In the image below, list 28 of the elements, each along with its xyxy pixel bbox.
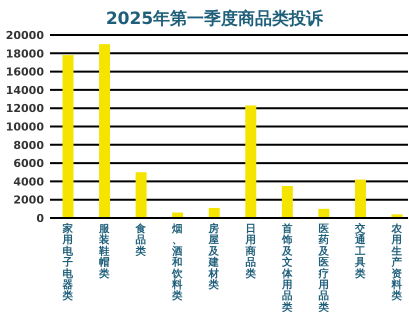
chart-title: 2025年第一季度商品类投诉 bbox=[106, 9, 324, 29]
x-tick-label: 交通工具类 bbox=[354, 222, 367, 280]
x-tick-label: 医药及医疗用品类 bbox=[317, 223, 330, 314]
y-tick-label: 12000 bbox=[6, 102, 44, 116]
bar bbox=[354, 180, 366, 218]
y-tick-label: 20000 bbox=[6, 29, 44, 42]
y-tick-label: 16000 bbox=[6, 66, 44, 79]
x-tick-label: 日用商品类 bbox=[244, 223, 256, 280]
y-tick-label: 6000 bbox=[13, 157, 44, 170]
y-tick-label: 14000 bbox=[6, 84, 44, 97]
bar bbox=[136, 172, 147, 218]
y-tick-label: 2000 bbox=[13, 194, 44, 207]
x-tick-label: 首饰及文体用品类 bbox=[280, 222, 294, 314]
y-tick-label: 4000 bbox=[13, 175, 44, 188]
y-tick-label: 18000 bbox=[6, 47, 44, 60]
bar bbox=[245, 105, 256, 218]
x-tick-label: 服装鞋帽类 bbox=[98, 223, 112, 280]
y-tick-label: 10000 bbox=[6, 120, 44, 134]
x-tick-label: 家用电子电器类 bbox=[62, 222, 74, 302]
x-tick-label: 房屋及建材类 bbox=[208, 222, 221, 291]
y-tick-label: 0 bbox=[36, 212, 44, 225]
x-tick-label: 食品类 bbox=[134, 222, 147, 258]
bar bbox=[62, 55, 74, 218]
y-tick-label: 8000 bbox=[13, 138, 44, 152]
bar bbox=[99, 44, 110, 218]
x-tick-label: 农用生产资料类 bbox=[390, 222, 404, 302]
bar bbox=[282, 186, 293, 218]
x-tick-label: 烟、酒和饮料类 bbox=[171, 222, 184, 302]
